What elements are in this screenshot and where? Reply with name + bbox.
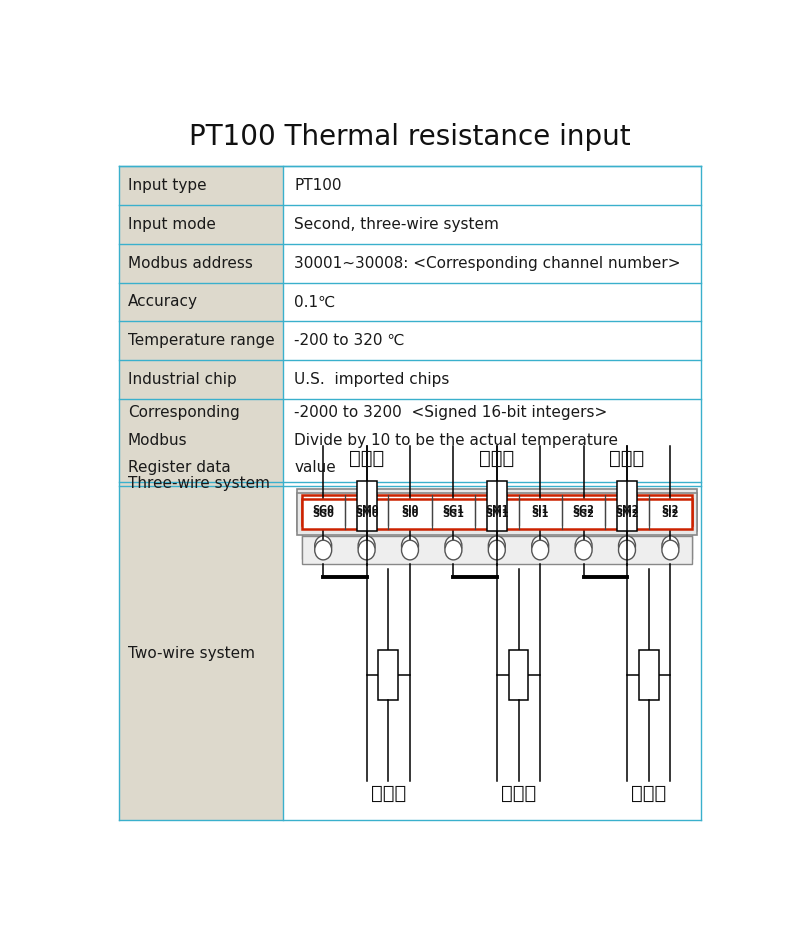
Text: 30001~30008: <Corresponding channel number>: 30001~30008: <Corresponding channel numb… <box>294 256 681 271</box>
Bar <box>118 361 283 399</box>
Bar <box>297 493 697 535</box>
Text: SG0: SG0 <box>312 504 334 515</box>
Text: SM1: SM1 <box>485 504 509 515</box>
Circle shape <box>662 540 679 559</box>
Bar <box>118 482 283 486</box>
Text: SI2: SI2 <box>662 509 679 519</box>
Text: 热电阻: 热电阻 <box>349 449 384 468</box>
Text: Three-wire system: Three-wire system <box>128 476 270 491</box>
Text: SI0: SI0 <box>402 504 418 515</box>
Bar <box>302 495 692 525</box>
Circle shape <box>662 536 679 556</box>
Circle shape <box>445 540 462 559</box>
Bar <box>638 650 658 700</box>
Circle shape <box>358 536 375 556</box>
Bar <box>302 499 692 530</box>
Bar <box>509 650 529 700</box>
Text: 热电阻: 热电阻 <box>370 784 406 802</box>
Text: SG1: SG1 <box>442 504 464 515</box>
Text: Register data: Register data <box>128 460 230 475</box>
Text: SM2: SM2 <box>615 509 638 519</box>
Text: SG0: SG0 <box>312 509 334 519</box>
Text: 热电阻: 热电阻 <box>631 784 666 802</box>
Circle shape <box>402 536 418 556</box>
Circle shape <box>575 536 592 556</box>
Text: SI2: SI2 <box>662 504 679 515</box>
Bar <box>118 399 283 482</box>
Bar <box>118 486 283 820</box>
Text: Divide by 10 to be the actual temperature: Divide by 10 to be the actual temperatur… <box>294 432 618 448</box>
Text: Input mode: Input mode <box>128 217 216 232</box>
Circle shape <box>314 536 332 556</box>
Bar <box>378 650 398 700</box>
Text: Industrial chip: Industrial chip <box>128 372 237 387</box>
Text: SM0: SM0 <box>355 509 378 519</box>
Text: Modbus: Modbus <box>128 432 187 448</box>
Text: SM1: SM1 <box>485 509 509 519</box>
Text: Modbus address: Modbus address <box>128 256 253 271</box>
Text: SM2: SM2 <box>615 504 638 515</box>
Text: SM0: SM0 <box>355 504 378 515</box>
Text: SI1: SI1 <box>531 509 549 519</box>
Text: Accuracy: Accuracy <box>128 294 198 309</box>
Text: SI0: SI0 <box>402 509 418 519</box>
Bar <box>118 244 283 282</box>
Text: Second, three-wire system: Second, three-wire system <box>294 217 499 232</box>
Bar <box>283 166 702 205</box>
Text: -2000 to 3200  <Signed 16-bit integers>: -2000 to 3200 <Signed 16-bit integers> <box>294 405 607 420</box>
Text: PT100: PT100 <box>294 178 342 193</box>
Circle shape <box>618 536 635 556</box>
Text: -200 to 320 ℃: -200 to 320 ℃ <box>294 333 405 348</box>
Circle shape <box>314 540 332 559</box>
Circle shape <box>575 540 592 559</box>
Bar <box>283 399 702 482</box>
Circle shape <box>618 540 635 559</box>
Bar <box>283 282 702 321</box>
Text: SG2: SG2 <box>573 504 594 515</box>
Bar <box>283 244 702 282</box>
Bar <box>283 486 702 820</box>
Text: SG1: SG1 <box>442 509 464 519</box>
Bar <box>283 205 702 244</box>
Bar <box>118 282 283 321</box>
Circle shape <box>488 540 506 559</box>
Bar <box>118 205 283 244</box>
Circle shape <box>358 540 375 559</box>
Text: 0.1℃: 0.1℃ <box>294 294 335 309</box>
Text: PT100 Thermal resistance input: PT100 Thermal resistance input <box>189 122 631 150</box>
Text: 热电阻: 热电阻 <box>501 784 536 802</box>
Bar <box>357 481 377 531</box>
Bar <box>487 481 506 531</box>
Circle shape <box>532 536 549 556</box>
Bar <box>283 361 702 399</box>
Bar <box>283 321 702 361</box>
Circle shape <box>445 536 462 556</box>
Text: SI1: SI1 <box>531 504 549 515</box>
Text: value: value <box>294 460 336 475</box>
Text: Temperature range: Temperature range <box>128 333 274 348</box>
Bar <box>118 166 283 205</box>
Bar <box>302 532 692 559</box>
Text: Corresponding: Corresponding <box>128 405 240 420</box>
Circle shape <box>488 536 506 556</box>
Bar <box>617 481 637 531</box>
Bar <box>118 321 283 361</box>
Text: Two-wire system: Two-wire system <box>128 645 255 660</box>
Circle shape <box>402 540 418 559</box>
Text: Input type: Input type <box>128 178 206 193</box>
Text: U.S.  imported chips: U.S. imported chips <box>294 372 450 387</box>
Bar <box>283 482 702 486</box>
Text: SG2: SG2 <box>573 509 594 519</box>
Bar <box>297 488 697 531</box>
Text: 热电阻: 热电阻 <box>610 449 645 468</box>
Text: 热电阻: 热电阻 <box>479 449 514 468</box>
Circle shape <box>532 540 549 559</box>
Bar <box>302 536 692 564</box>
